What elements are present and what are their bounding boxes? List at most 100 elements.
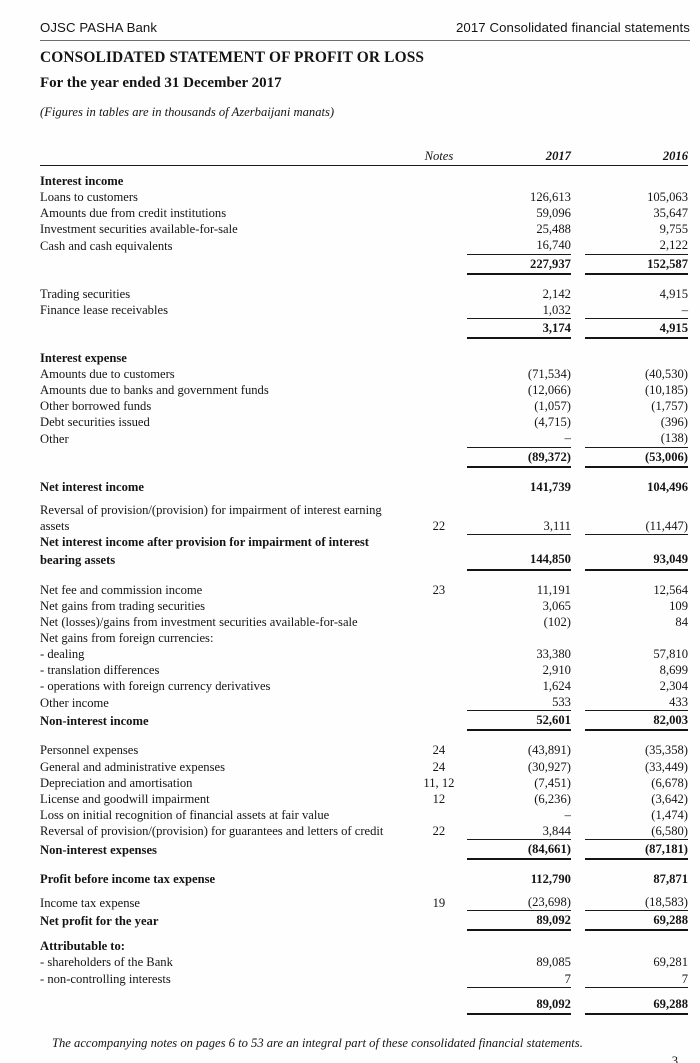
- row-value-2017: –: [564, 807, 571, 822]
- spacer: [40, 467, 688, 479]
- row-notes: 22: [432, 824, 446, 839]
- row-value-2016: 9,755: [659, 222, 688, 237]
- row-value-2016: (138): [584, 430, 688, 448]
- row-label: [40, 318, 411, 338]
- row-value-2017: 144,850: [466, 550, 571, 571]
- column-header-notes: Notes: [411, 148, 467, 167]
- table-header-row: Notes 2017 2016: [40, 148, 688, 167]
- row-value-2016: (87,181): [584, 839, 688, 861]
- table-row: - translation differences 2,910 8,699: [40, 662, 688, 678]
- row-value-2017: (89,372): [466, 447, 571, 468]
- spacer: [40, 570, 688, 582]
- row-fx-heading: Net gains from foreign currencies:: [40, 630, 688, 646]
- row-label: Other: [40, 431, 69, 446]
- row-notes: [411, 479, 466, 495]
- table-row: - dealing 33,380 57,810: [40, 646, 688, 662]
- row-value-2017: 1,624: [542, 679, 571, 694]
- row-notes: [411, 286, 466, 302]
- row-notes: [411, 871, 466, 887]
- row-value-2017: 89,092: [466, 910, 571, 932]
- row-label: General and administrative expenses: [40, 759, 225, 774]
- row-value-2017: (102): [543, 614, 571, 629]
- table-row: Other – (138): [40, 430, 688, 448]
- row-label-continued: bearing assets: [40, 553, 116, 568]
- table-row: Net (losses)/gains from investment secur…: [40, 614, 688, 630]
- running-header: OJSC PASHA Bank 2017 Consolidated financ…: [40, 20, 690, 35]
- row-notes: [411, 302, 466, 319]
- row-label: - non-controlling interests: [40, 972, 171, 987]
- row-label: Personnel expenses: [40, 743, 139, 758]
- table-row: Other borrowed funds (1,057) (1,757): [40, 398, 688, 414]
- spacer: [40, 730, 688, 742]
- spacer: [40, 274, 688, 286]
- row-notes: [411, 954, 466, 970]
- row-value-2016: [585, 630, 688, 646]
- table-row: assets 22 3,111 (11,447): [40, 517, 688, 535]
- row-notes: [411, 447, 466, 467]
- row-label: Investment securities available-for-sale: [40, 222, 238, 237]
- row-value-2017: –: [466, 430, 571, 448]
- row-label: Non-interest income: [40, 714, 149, 729]
- table-row: Trading securities 2,142 4,915: [40, 286, 688, 302]
- table-row: Depreciation and amortisation 11, 12 (7,…: [40, 775, 688, 791]
- row-label: Reversal of provision/(provision) for im…: [40, 502, 382, 517]
- row-value-2017: 126,613: [530, 190, 571, 205]
- spacer: [40, 338, 688, 350]
- row-notes: [411, 694, 466, 711]
- row-notes: [411, 995, 466, 1014]
- row-notes: [411, 646, 466, 662]
- section-heading-interest-expense: Interest expense: [40, 350, 688, 366]
- row-label: Net fee and commission income: [40, 582, 203, 597]
- row-notes: 11, 12: [423, 775, 455, 790]
- table-row: Net interest income after provision for …: [40, 534, 688, 550]
- row-value-2016: 93,049: [584, 550, 688, 571]
- row-value-2016: (1,474): [651, 807, 688, 822]
- row-label: Net (losses)/gains from investment secur…: [40, 614, 358, 629]
- row-notes: [411, 630, 466, 646]
- table-row: - shareholders of the Bank 89,085 69,281: [40, 954, 688, 970]
- row-value-2017: 25,488: [536, 222, 571, 237]
- row-value-2016: 57,810: [653, 646, 688, 661]
- subtotal-row-other-interest: 3,174 4,915: [40, 318, 688, 339]
- row-label: Income tax expense: [40, 895, 141, 910]
- row-value-2017: 2,910: [542, 663, 571, 678]
- section-heading-interest-income: Interest income: [40, 173, 688, 189]
- spacer: [40, 859, 688, 871]
- spacer: [40, 987, 688, 995]
- table-row: Net gains from trading securities 3,065 …: [40, 598, 688, 614]
- header-document-context: 2017 Consolidated financial statements: [456, 20, 690, 35]
- row-value-2016: 105,063: [647, 190, 688, 205]
- row-value-2017: 3,844: [466, 822, 571, 840]
- row-notes: [411, 189, 466, 205]
- row-value-2017: 3,174: [466, 318, 571, 339]
- column-header-label: [40, 148, 412, 167]
- row-label: Net gains from trading securities: [40, 598, 206, 613]
- row-value-2016: (40,530): [644, 367, 688, 382]
- row-value-2017: 52,601: [466, 710, 571, 732]
- row-value-2016: (35,358): [644, 743, 688, 758]
- row-label: - dealing: [40, 646, 85, 661]
- row-value-2017: 533: [466, 694, 571, 712]
- row-notes: [411, 678, 466, 694]
- header-entity-name: OJSC PASHA Bank: [40, 20, 158, 35]
- row-value-2017: [467, 630, 571, 646]
- row-value-2017: (7,451): [534, 775, 571, 790]
- row-notes: [411, 839, 466, 859]
- row-value-2017: (6,236): [534, 791, 571, 806]
- row-value-2017: 59,096: [536, 206, 571, 221]
- table-row: Investment securities available-for-sale…: [40, 221, 688, 237]
- row-label: Other borrowed funds: [40, 399, 152, 414]
- row-value-2016: (3,642): [651, 791, 688, 806]
- page-number: 3: [671, 1054, 678, 1063]
- row-notes: [411, 662, 466, 678]
- column-header-year-2017: 2017: [466, 148, 571, 167]
- row-label: Amounts due from credit institutions: [40, 206, 227, 221]
- row-value-2017: 7: [466, 970, 571, 988]
- row-notes: [411, 711, 466, 731]
- spacer: [40, 495, 688, 502]
- total-row-attributable: 89,092 69,288: [40, 994, 688, 1015]
- row-value-2016: 7: [584, 970, 688, 988]
- row-value-2017: (84,661): [466, 839, 571, 861]
- row-notes: [411, 430, 466, 447]
- table-row: Debt securities issued (4,715) (396): [40, 414, 688, 430]
